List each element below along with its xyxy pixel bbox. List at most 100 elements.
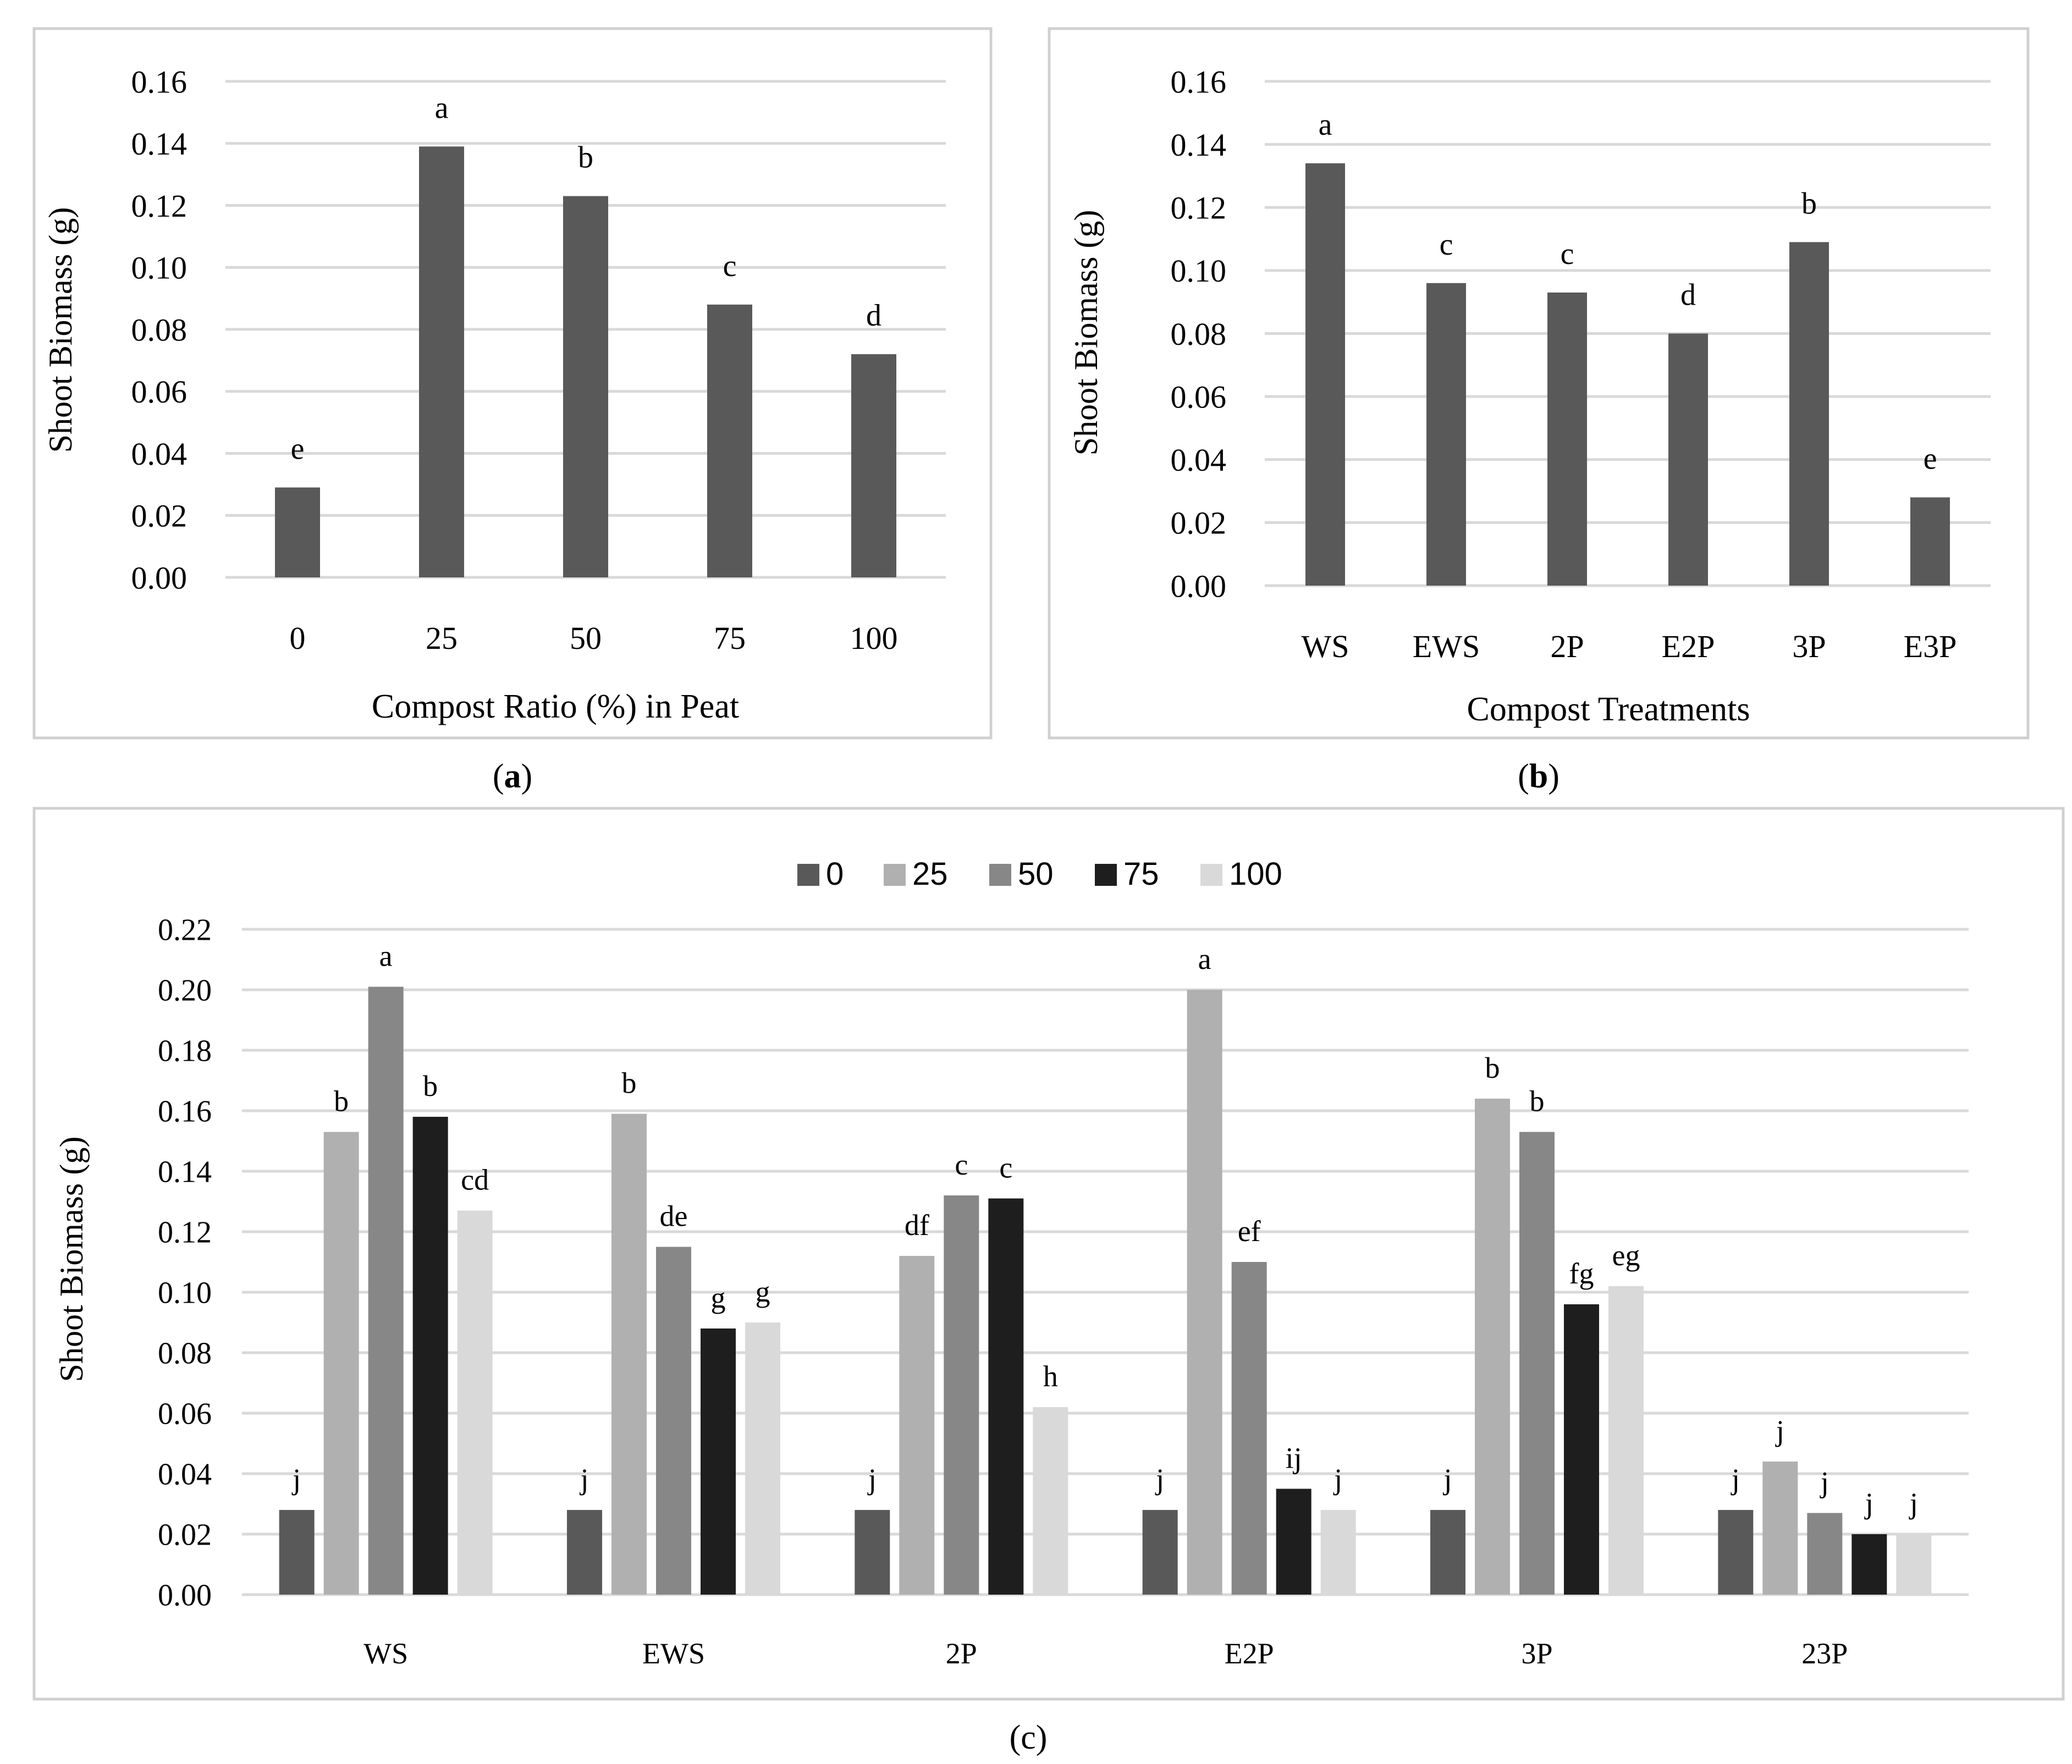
bar-ews-25: [611, 1113, 647, 1595]
data-label: df: [905, 1209, 929, 1242]
y-axis-title: Shoot Biomass (g): [53, 1137, 90, 1382]
chart-panel-c: 0.00 0.02 0.04 0.06 0.08 0.10 0.12 0.14 0.16 0.18…: [53, 856, 1969, 1670]
legend-label-25: 25: [912, 856, 948, 892]
legend-label-100: 100: [1229, 856, 1282, 892]
y-tick-label: 0.08: [1171, 316, 1227, 352]
x-tick-label: 3P: [1521, 1637, 1552, 1670]
x-tick-label: 2P: [946, 1637, 977, 1670]
legend-swatch-100: [1200, 864, 1222, 886]
data-label: j: [1442, 1463, 1452, 1496]
bar-50: [563, 196, 608, 577]
data-label: g: [756, 1275, 770, 1308]
panel-b-frame: [1048, 27, 2030, 740]
bar-2p-25: [899, 1256, 935, 1595]
y-tick-label: 0.04: [158, 1458, 212, 1492]
y-tick-label: 0.00: [131, 560, 188, 596]
bar-2p-75: [988, 1198, 1024, 1595]
data-label: c: [1561, 237, 1574, 271]
data-label: g: [711, 1281, 726, 1314]
bar-23p-100: [1896, 1534, 1932, 1595]
legend-swatch-50: [989, 864, 1011, 886]
y-tick-label: 0.16: [158, 1095, 212, 1129]
y-tick-label: 0.04: [1171, 442, 1227, 478]
data-label: j: [579, 1463, 588, 1496]
data-label: b: [423, 1070, 438, 1102]
bar-3p-75: [1564, 1304, 1599, 1595]
caption-b: (b): [1518, 758, 1559, 795]
data-label: a: [435, 91, 449, 125]
data-label: de: [660, 1200, 688, 1233]
data-label: a: [1319, 108, 1332, 142]
bar-23p-25: [1762, 1462, 1798, 1595]
data-label: ij: [1286, 1442, 1302, 1475]
bar-100: [851, 354, 896, 577]
bar-ws-0: [279, 1510, 315, 1595]
bar-e3p: [1910, 497, 1950, 586]
x-axis-title: Compost Ratio (%) in Peat: [372, 688, 739, 725]
x-tick-label: 100: [850, 620, 898, 656]
data-label: c: [723, 249, 737, 283]
bar-e2p-50: [1231, 1262, 1267, 1595]
y-tick-label: 0.22: [158, 913, 212, 947]
bar-2p-0: [855, 1510, 890, 1595]
bar-3p: [1789, 242, 1829, 586]
legend-label-75: 75: [1123, 856, 1159, 892]
data-label: j: [1909, 1487, 1918, 1520]
bar-ews-100: [745, 1322, 780, 1595]
data-label: j: [867, 1463, 877, 1496]
bar-23p-75: [1851, 1534, 1887, 1595]
y-tick-label: 0.10: [158, 1276, 212, 1310]
data-label: a: [379, 940, 393, 973]
data-label: j: [1820, 1466, 1829, 1499]
y-tick-label: 0.12: [1171, 190, 1227, 226]
data-label: d: [1680, 278, 1696, 312]
y-axis-title: Shoot Biomass (g): [42, 207, 79, 453]
bar-3p-25: [1475, 1099, 1510, 1595]
caption-c: (c): [1010, 1719, 1048, 1756]
x-tick-label: 50: [570, 620, 602, 656]
x-tick-label: WS: [363, 1637, 408, 1670]
bar-2p: [1547, 292, 1587, 586]
x-tick-label: EWS: [642, 1637, 705, 1670]
y-tick-label: 0.08: [158, 1337, 212, 1371]
data-label: b: [1530, 1085, 1545, 1118]
chart-panel-a: 0.00 0.02 0.04 0.06 0.08 0.10 0.12 0.14 0.16 Shoo…: [42, 64, 946, 725]
bar-e2p-0: [1142, 1510, 1178, 1595]
x-tick-label: WS: [1302, 629, 1349, 664]
data-label: ef: [1238, 1215, 1261, 1248]
y-axis-title: Shoot Biomass (g): [1068, 210, 1104, 456]
y-tick-label: 0.10: [1171, 253, 1227, 289]
y-tick-label: 0.02: [131, 498, 188, 534]
x-tick-label: 25: [426, 620, 458, 656]
y-tick-label: 0.04: [131, 436, 188, 472]
data-label: j: [1864, 1487, 1873, 1520]
bar-3p-0: [1430, 1510, 1465, 1595]
legend-swatch-75: [1095, 864, 1117, 886]
y-tick-label: 0.16: [1171, 64, 1227, 100]
data-label: fg: [1569, 1257, 1594, 1290]
y-tick-label: 0.10: [131, 250, 188, 286]
bar-ws-100: [457, 1210, 493, 1595]
bar-75: [707, 304, 752, 577]
data-label: e: [291, 432, 305, 466]
bar-ws-25: [323, 1132, 359, 1595]
data-label: j: [1775, 1414, 1784, 1447]
bar-e2p-100: [1320, 1510, 1356, 1595]
data-label: b: [334, 1085, 349, 1118]
y-tick-label: 0.00: [1171, 568, 1227, 604]
bar-e2p: [1668, 333, 1708, 586]
bar-e2p-75: [1276, 1489, 1311, 1595]
y-tick-label: 0.12: [131, 188, 188, 224]
legend-label-50: 50: [1018, 856, 1054, 892]
x-tick-label: 0: [290, 620, 306, 656]
bar-3p-100: [1608, 1286, 1644, 1595]
x-tick-label: 2P: [1550, 629, 1584, 664]
y-tick-label: 0.06: [1171, 379, 1227, 415]
data-label: j: [1155, 1463, 1164, 1496]
x-tick-label: E2P: [1662, 629, 1715, 664]
y-tick-label: 0.12: [158, 1216, 212, 1250]
x-tick-label: E2P: [1225, 1637, 1274, 1670]
data-label: e: [1924, 442, 1937, 476]
data-label: c: [999, 1151, 1012, 1184]
legend-label-0: 0: [826, 856, 844, 892]
